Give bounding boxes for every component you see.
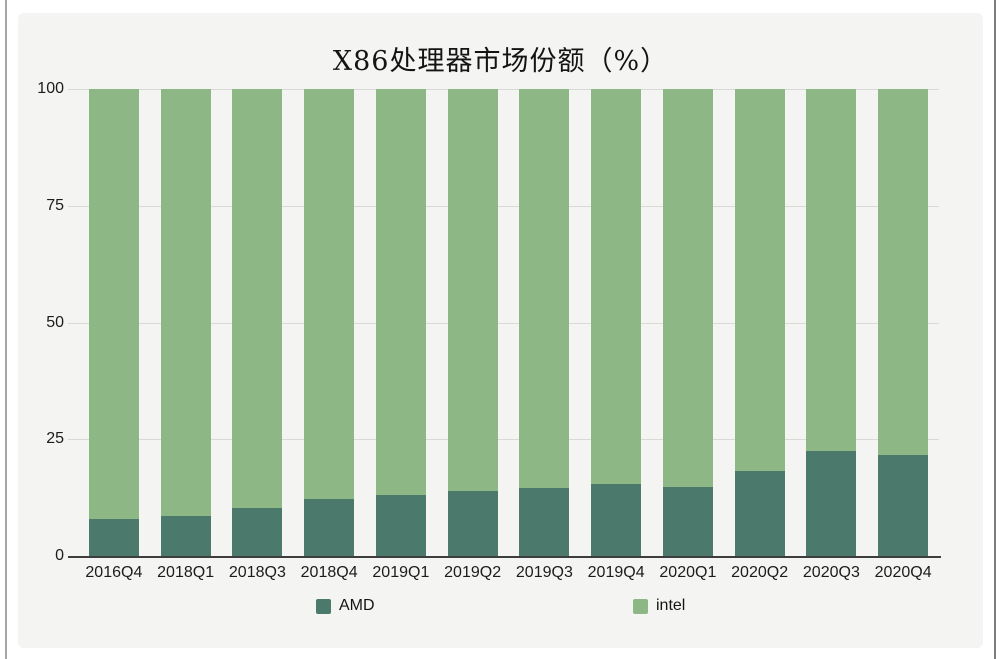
segment-amd-2019Q4 — [591, 483, 642, 556]
x-tick-label-2020Q2: 2020Q2 — [731, 564, 789, 581]
bar-slot-2019Q2 — [437, 89, 509, 556]
bar-slot-2016Q4 — [78, 89, 150, 556]
segment-intel-2018Q3 — [232, 89, 283, 508]
stacked-bar-2020Q1[interactable] — [662, 89, 713, 556]
segment-intel-2019Q2 — [447, 89, 498, 492]
stacked-bar-2019Q1[interactable] — [375, 89, 426, 556]
segment-amd-2018Q1 — [160, 516, 211, 556]
segment-intel-2018Q4 — [304, 89, 355, 500]
bar-slot-2018Q3 — [222, 89, 294, 556]
chart-card: X86处理器市场份额（%） 0 25 50 75 100 2016Q4 2018Q1 201… — [18, 13, 983, 648]
bar-slot-2020Q2 — [724, 89, 796, 556]
segment-amd-2020Q4 — [878, 454, 929, 556]
amd-legend-swatch-icon — [316, 598, 331, 614]
stacked-bar-2016Q4[interactable] — [88, 89, 139, 556]
x-tick-label-2019Q3: 2019Q3 — [515, 564, 573, 581]
segment-amd-2019Q2 — [447, 491, 498, 556]
segment-amd-2020Q3 — [806, 451, 857, 556]
stacked-bar-2020Q4[interactable] — [878, 89, 929, 556]
y-tick-label-50: 50 — [46, 313, 64, 331]
gridline-100 — [68, 89, 939, 90]
intel-legend-swatch-icon — [633, 598, 648, 614]
legend-item-amd[interactable]: AMD — [316, 597, 375, 615]
x-tick-label-2019Q4: 2019Q4 — [587, 564, 645, 581]
x-tick-label-2018Q4: 2018Q4 — [300, 564, 358, 581]
gridline-25 — [68, 439, 939, 441]
bar-slot-2018Q4 — [293, 89, 365, 556]
x-tick-label-2018Q3: 2018Q3 — [228, 564, 286, 581]
stacked-bar-2019Q3[interactable] — [519, 89, 570, 556]
y-tick-label-100: 100 — [37, 80, 64, 97]
bar-slot-2018Q1 — [150, 89, 222, 556]
stacked-bar-2018Q3[interactable] — [232, 89, 283, 556]
segment-intel-2020Q3 — [806, 89, 857, 452]
right-border-line — [994, 0, 996, 659]
bar-slot-2020Q1 — [652, 89, 724, 556]
bar-slot-2019Q1 — [365, 89, 437, 556]
gridline-50 — [68, 322, 939, 324]
legend-label-amd: AMD — [339, 597, 375, 614]
legend-item-intel[interactable]: intel — [633, 597, 685, 615]
stacked-bar-2018Q1[interactable] — [160, 89, 211, 556]
segment-amd-2018Q4 — [304, 499, 355, 556]
segment-intel-2020Q4 — [878, 89, 929, 455]
segment-amd-2019Q1 — [375, 494, 426, 556]
stacked-bar-2020Q3[interactable] — [806, 89, 857, 556]
segment-intel-2018Q1 — [160, 89, 211, 517]
segment-amd-2020Q2 — [734, 470, 785, 556]
y-tick-label-0: 0 — [55, 547, 64, 564]
plot-area: 0 25 50 75 100 — [37, 80, 941, 564]
segment-amd-2020Q1 — [662, 487, 713, 556]
segment-intel-2019Q1 — [375, 89, 426, 495]
x-tick-label-2020Q4: 2020Q4 — [874, 564, 932, 581]
segment-intel-2020Q2 — [734, 89, 785, 471]
x-axis-line — [68, 556, 941, 558]
legend-label-intel: intel — [656, 597, 686, 614]
left-border-line — [5, 0, 7, 659]
segment-intel-2019Q3 — [519, 89, 570, 489]
x-tick-label-2019Q1: 2019Q1 — [372, 564, 430, 581]
bar-slot-2020Q3 — [796, 89, 868, 556]
x-tick-label-2020Q3: 2020Q3 — [802, 564, 860, 581]
stacked-bar-2020Q2[interactable] — [734, 89, 785, 556]
bars-container — [78, 89, 939, 556]
bar-slot-2019Q4 — [580, 89, 652, 556]
legend: AMD intel — [18, 597, 983, 617]
segment-intel-2020Q1 — [662, 89, 713, 488]
stacked-bar-2019Q2[interactable] — [447, 89, 498, 556]
x-axis-labels: 2016Q4 2018Q1 2018Q3 2018Q4 2019Q1 2019Q2 2019… — [78, 564, 939, 584]
stacked-bar-2018Q4[interactable] — [304, 89, 355, 556]
bar-slot-2019Q3 — [509, 89, 581, 556]
segment-amd-2016Q4 — [88, 518, 139, 556]
segment-intel-2016Q4 — [88, 89, 139, 519]
gridline-75 — [68, 205, 939, 207]
y-tick-label-25: 25 — [46, 430, 64, 448]
bar-slot-2020Q4 — [867, 89, 939, 556]
x-tick-label-2020Q1: 2020Q1 — [659, 564, 717, 581]
stacked-bar-2019Q4[interactable] — [591, 89, 642, 556]
x-tick-label-2018Q1: 2018Q1 — [157, 564, 215, 581]
x-tick-label-2019Q2: 2019Q2 — [444, 564, 502, 581]
y-tick-label-75: 75 — [46, 196, 64, 214]
x-tick-label-2016Q4: 2016Q4 — [85, 564, 143, 581]
segment-amd-2019Q3 — [519, 488, 570, 556]
segment-amd-2018Q3 — [232, 507, 283, 556]
chart-title: X86处理器市场份额（%） — [332, 46, 669, 77]
segment-intel-2019Q4 — [591, 89, 642, 484]
